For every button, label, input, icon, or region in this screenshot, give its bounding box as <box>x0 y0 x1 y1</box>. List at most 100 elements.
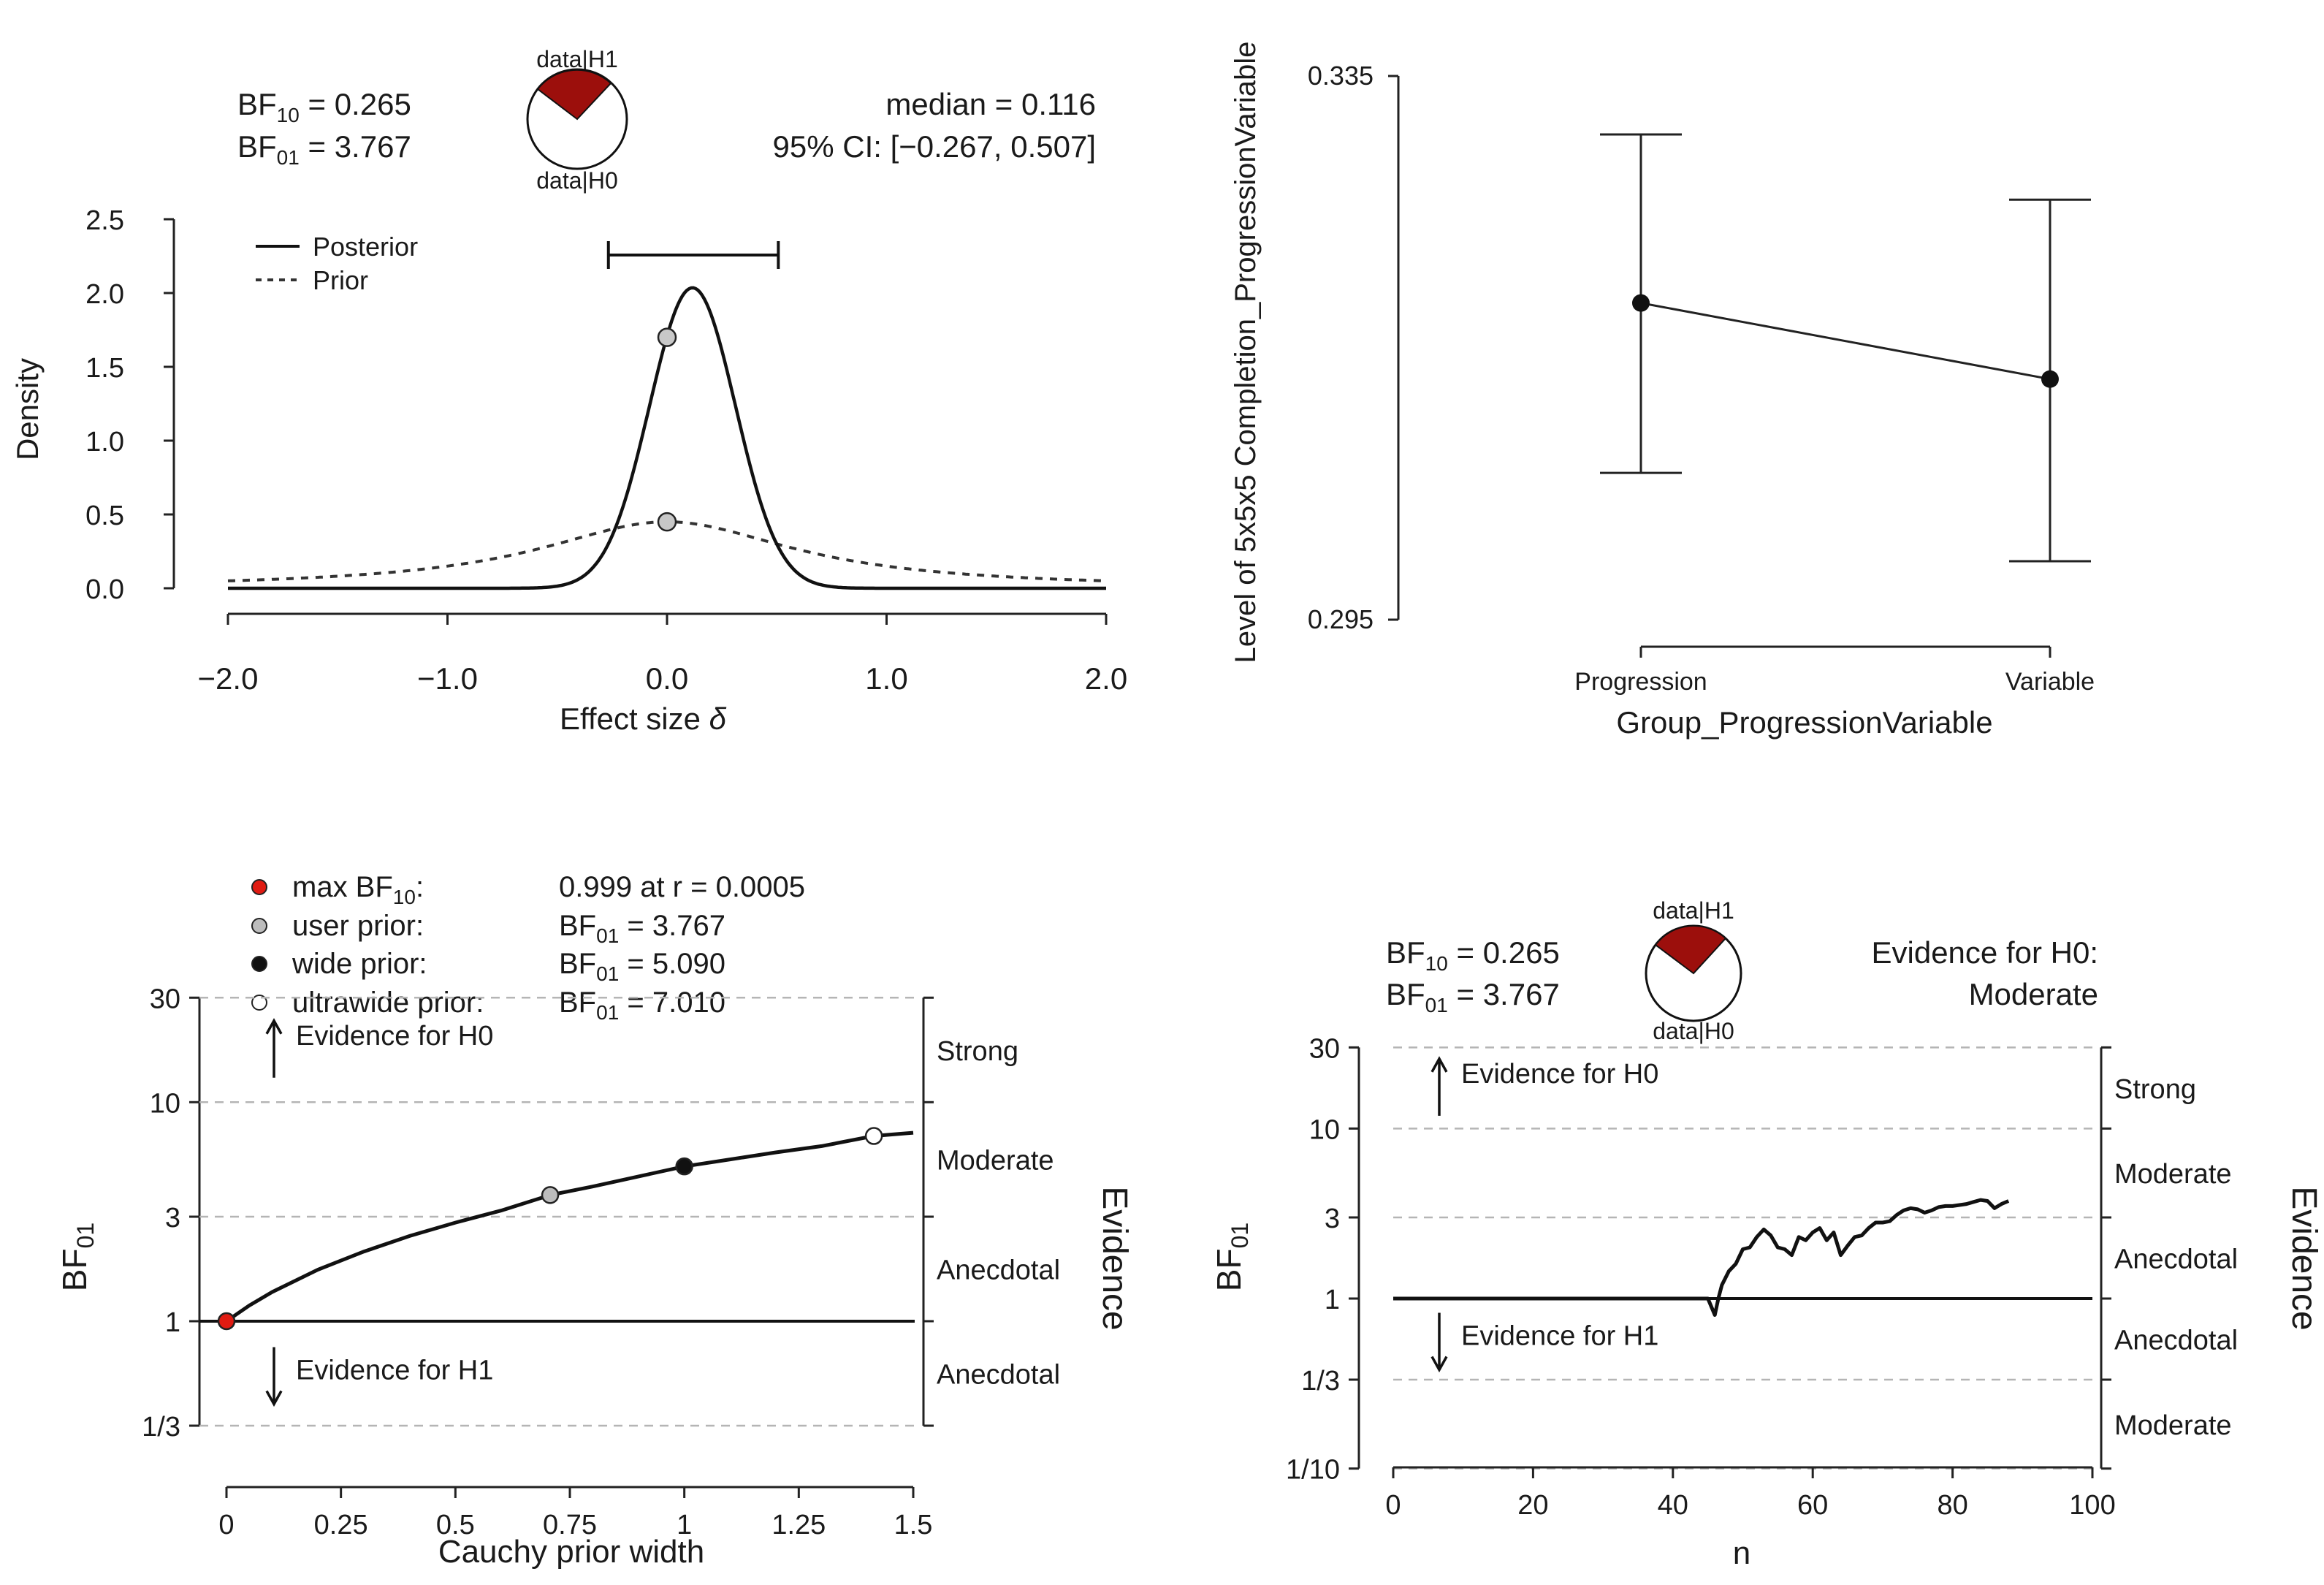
x-tick-label: 0 <box>218 1510 234 1540</box>
legend-value: BF01 = 3.767 <box>559 910 725 947</box>
wide-prior-point <box>675 1157 693 1176</box>
descriptives-marks <box>1600 133 2091 563</box>
robustness-points <box>217 1127 883 1331</box>
credible-interval-bar <box>606 241 780 269</box>
y-tick-label: 30 <box>1309 1033 1340 1064</box>
evidence-axis-label: Evidence <box>1095 1186 1134 1330</box>
arrow-up-head-icon <box>1430 1056 1448 1073</box>
evidence-category-label: Anecdotal <box>937 1255 1060 1286</box>
median-label: median = 0.116 <box>885 87 1096 121</box>
evidence-pie <box>526 68 628 170</box>
y-tick-label: 3 <box>165 1203 180 1234</box>
evidence-category-label: Moderate <box>2114 1410 2232 1441</box>
pie-bottom-label: data|H0 <box>536 167 618 194</box>
bf01-label: BF01 = 3.767 <box>1386 977 1560 1016</box>
legend: Posterior Prior <box>256 232 418 295</box>
legend-name: user prior: <box>292 910 424 942</box>
evidence-axis-label: Evidence <box>2285 1186 2323 1330</box>
ci-label: 95% CI: [−0.267, 0.507] <box>773 129 1096 164</box>
y-tick-label: 10 <box>1309 1114 1340 1145</box>
y-tick-label: 2.5 <box>85 205 124 236</box>
arrow-down-head-icon <box>265 1390 283 1407</box>
y-tick-label: 2.0 <box>85 279 124 310</box>
x-tick-label: 80 <box>1937 1490 1967 1521</box>
x-tick-label: 1 <box>677 1510 692 1540</box>
evidence-pie <box>1645 924 1742 1022</box>
x-tick-label: Progression <box>1574 668 1707 696</box>
pie-top-label: data|H1 <box>536 46 618 72</box>
y-axis-label: Level of 5x5x5 Completion_ProgressionVar… <box>1230 42 1262 664</box>
evidence-category-label: Strong <box>2114 1074 2196 1105</box>
legend-marker <box>251 918 267 934</box>
y-tick-label: 1.5 <box>85 353 124 384</box>
evidence-category-label: Strong <box>937 1036 1018 1067</box>
evidence-for-h1-label: Evidence for H1 <box>1461 1321 1658 1352</box>
sequential-panel: BF10 = 0.265 BF01 = 3.767 data|H1 data|H… <box>1210 897 2323 1571</box>
evidence-conclusion-line1: Evidence for H0: <box>1872 935 2099 970</box>
pie-bottom-label: data|H0 <box>1653 1018 1734 1044</box>
user-prior-point <box>541 1186 560 1204</box>
y-tick-label: 0.335 <box>1308 61 1374 91</box>
legend-marker <box>251 879 267 895</box>
y-tick-label: 1 <box>1325 1285 1340 1315</box>
x-axis-label: Cauchy prior width <box>438 1534 704 1570</box>
legend-value: BF01 = 7.010 <box>559 987 725 1024</box>
x-tick-label: 1.5 <box>894 1510 933 1540</box>
pie-top-label: data|H1 <box>1653 897 1734 924</box>
sequential-curve <box>1393 1198 2010 1317</box>
arrow-up-head-icon <box>265 1018 283 1035</box>
y-tick-label: 0.295 <box>1308 604 1374 634</box>
legend-marker <box>251 995 267 1011</box>
x-axis-label: n <box>1733 1535 1750 1571</box>
legend-marker <box>251 956 267 972</box>
x-tick-label: −2.0 <box>198 661 259 696</box>
y-axis-label: BF01 <box>1210 1223 1253 1291</box>
descriptives-panel: 0.295 0.335 Progression Variable Group_Prog… <box>1230 42 2095 740</box>
max-bf10-point <box>217 1312 236 1331</box>
y-tick-label: 1/3 <box>1301 1366 1340 1396</box>
y-tick-label: 1/3 <box>142 1412 180 1443</box>
evidence-for-h0-label: Evidence for H0 <box>1461 1059 1658 1090</box>
connecting-line <box>1640 302 2051 381</box>
mean-point <box>1632 294 1650 312</box>
legend-name: ultrawide prior: <box>292 987 484 1019</box>
y-tick-label: 30 <box>150 984 180 1014</box>
posterior-at-zero <box>657 327 677 347</box>
evidence-conclusion-line2: Moderate <box>1969 977 2098 1011</box>
prior-at-zero <box>657 512 677 532</box>
x-tick-label: 60 <box>1797 1490 1828 1521</box>
y-tick-label: 10 <box>150 1088 180 1119</box>
robustness-legend: max BF10: 0.999 at r = 0.0005 user prior: B… <box>251 871 805 1024</box>
y-tick-label: 0.5 <box>85 501 124 531</box>
arrow-down-head-icon <box>1430 1356 1448 1373</box>
y-tick-label: 3 <box>1325 1204 1340 1234</box>
evidence-category-label: Anecdotal <box>2114 1244 2238 1275</box>
robustness-panel: max BF10: 0.999 at r = 0.0005 user prior: B… <box>56 871 1134 1570</box>
bf10-label: BF10 = 0.265 <box>237 87 411 126</box>
density-points <box>657 327 677 532</box>
x-tick-label: 100 <box>2069 1490 2115 1521</box>
x-tick-label: 0.75 <box>543 1510 597 1540</box>
x-tick-label: Variable <box>2005 668 2095 696</box>
y-tick-label: 1.0 <box>85 427 124 457</box>
legend-name: wide prior: <box>292 948 427 980</box>
bf01-label: BF01 = 3.767 <box>237 129 411 169</box>
evidence-for-h1-label: Evidence for H1 <box>296 1356 493 1386</box>
y-tick-label: 1/10 <box>1286 1455 1340 1486</box>
x-tick-label: −1.0 <box>417 661 478 696</box>
x-axis-label: Effect size δ <box>560 702 727 736</box>
legend-value: BF01 = 5.090 <box>559 948 725 985</box>
prior-posterior-axes: 0.0 0.5 1.0 1.5 2.0 2.5 −2.0 −1.0 0.0 1.0 2.0 <box>85 205 1127 696</box>
descriptives-axes: 0.295 0.335 Progression Variable <box>1308 61 2095 696</box>
bf10-label: BF10 = 0.265 <box>1386 935 1560 975</box>
ultrawide-prior-point <box>864 1127 883 1145</box>
x-tick-label: 0 <box>1385 1490 1401 1521</box>
y-tick-label: 0.0 <box>85 574 124 605</box>
mean-point <box>2041 370 2059 388</box>
legend-posterior: Posterior <box>313 232 418 262</box>
evidence-category-label: Anecdotal <box>937 1359 1060 1390</box>
prior-posterior-panel: BF10 = 0.265 BF01 = 3.767 data|H1 data|H… <box>10 46 1127 736</box>
x-tick-label: 1.0 <box>865 661 907 696</box>
y-axis-label: BF01 <box>56 1223 99 1291</box>
